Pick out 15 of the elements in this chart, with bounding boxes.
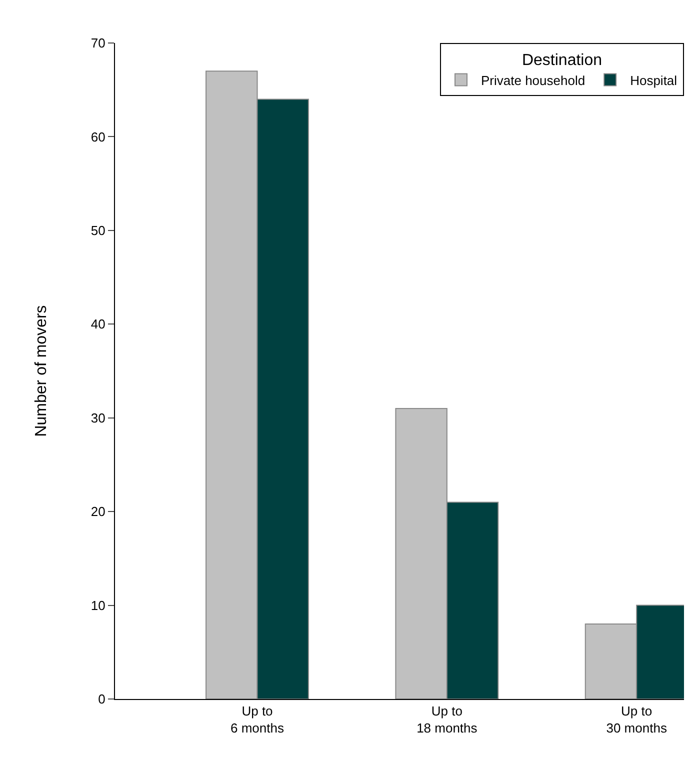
y-tick-label: 30 (90, 410, 106, 426)
y-tick-label: 0 (98, 692, 106, 707)
y-axis-title: Number of movers (32, 305, 50, 437)
y-tick-label: 40 (90, 316, 106, 332)
y-tick-label: 10 (90, 598, 106, 613)
x-tick-label: Up to 18 months (416, 704, 478, 736)
legend-label: Hospital (630, 72, 678, 88)
legend-title: Destination (522, 52, 602, 69)
y-tick-label: 50 (90, 222, 106, 238)
x-tick-label: Up to 6 months (230, 704, 284, 736)
y-tick-label: 60 (90, 129, 106, 144)
legend-label: Private household (481, 72, 586, 88)
x-tick-label: Up to 30 months (606, 704, 668, 736)
y-tick-label: 70 (90, 36, 106, 51)
y-tick-label: 20 (90, 504, 106, 520)
